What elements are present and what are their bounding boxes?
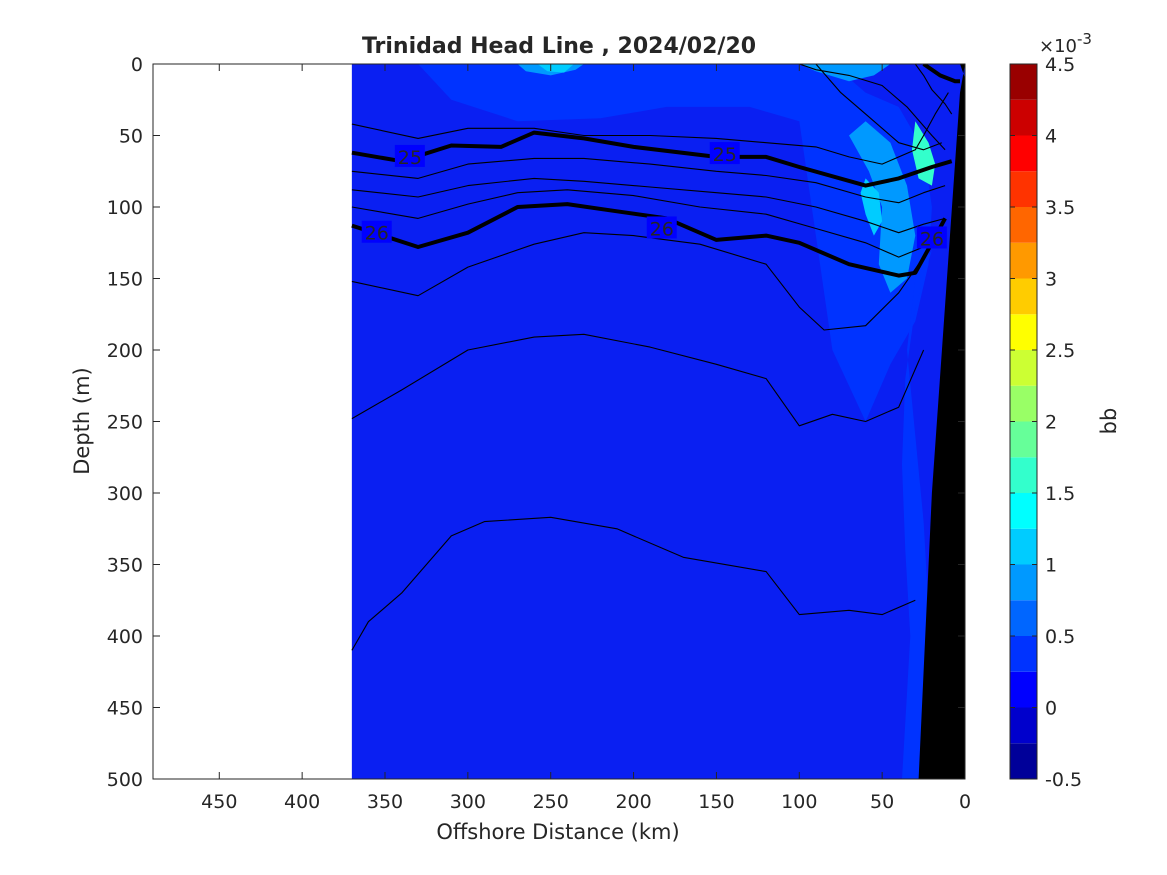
isopycnal-2	[351, 92, 949, 165]
seafloor-layer	[918, 64, 965, 779]
isopycnal-12	[922, 64, 960, 84]
isopycnal-9	[799, 64, 946, 151]
isopycnal-1	[351, 202, 947, 278]
x-tick-label-4: 250	[533, 791, 569, 813]
x-tick-label-7: 100	[781, 791, 817, 813]
contour-label-0-1: 25	[713, 144, 737, 166]
colorbar-band-10	[1010, 385, 1037, 422]
contour-layer	[351, 64, 960, 651]
y-tick-label-1: 50	[119, 126, 143, 148]
y-axis: 0 50 100 150 200 250 300 350 400 450 500	[107, 54, 965, 791]
contour-label-bg-1-2	[916, 226, 947, 249]
x-tick-label-3: 300	[450, 791, 486, 813]
seafloor	[918, 64, 965, 779]
contour-label-bg-1-1	[646, 216, 677, 239]
colorbar-tick-label-10: 4.5	[1045, 54, 1075, 76]
isopycnal-4	[351, 177, 946, 234]
colorbar-band-1	[1010, 707, 1037, 744]
y-tick-label-4: 200	[107, 340, 143, 362]
colorbar-tick-label-2: 0.5	[1045, 626, 1075, 648]
y-tick-label-7: 350	[107, 555, 143, 577]
field-patch-7	[537, 64, 574, 73]
colorbar-band-14	[1010, 242, 1037, 279]
y-tick-label-9: 450	[107, 698, 143, 720]
y-tick-label-3: 150	[107, 269, 143, 291]
colorbar-band-19	[1010, 64, 1037, 100]
contour-label-0-0: 25	[398, 147, 422, 169]
colorbar-band-2	[1010, 671, 1037, 708]
colorbar-band-11	[1010, 350, 1037, 386]
colorbar-band-13	[1010, 278, 1037, 315]
colorbar-band-12	[1010, 314, 1037, 350]
colorbar-tick-label-1: 0	[1045, 698, 1057, 720]
colorbar-band-8	[1010, 457, 1037, 493]
y-tick-label-6: 300	[107, 483, 143, 505]
colorbar-exponent: ×10-3	[1039, 30, 1092, 57]
isopycnal-8	[351, 516, 916, 651]
colorbar-band-7	[1010, 493, 1037, 529]
colorbar-band-5	[1010, 564, 1037, 601]
x-tick-label-6: 150	[698, 791, 734, 813]
x-tick-label-5: 200	[615, 791, 651, 813]
colorbar-band-6	[1010, 528, 1037, 565]
y-axis-label: Depth (m)	[70, 367, 94, 474]
colorbar-tick-label-4: 1.5	[1045, 483, 1075, 505]
colorbar-label: bb	[1097, 408, 1121, 435]
colorbar-tick-label-7: 3	[1045, 269, 1057, 291]
colorbar-tick-label-5: 2	[1045, 412, 1057, 434]
x-axis: 450 400 350 300 250 200 150 100 50 0	[201, 64, 971, 813]
colorbar-tick-label-3: 1	[1045, 555, 1057, 577]
contour-label-1-1: 26	[650, 218, 674, 240]
contour-label-bg-1-0	[361, 220, 392, 243]
colorbar-band-15	[1010, 207, 1037, 243]
field-patch-3	[799, 64, 891, 82]
isopycnal-10	[815, 64, 942, 151]
colorbar: -0.5 0 0.5 1 1.5 2 2.5 3 3.5 4 4.5	[1009, 54, 1082, 791]
contour-label-layer: 25 25 26 26 26	[361, 142, 947, 250]
x-axis-label: Offshore Distance (km)	[436, 820, 679, 844]
colorbar-band-16	[1010, 171, 1037, 207]
chart-title: Trinidad Head Line , 2024/02/20	[362, 34, 756, 59]
colorbar-band-4	[1010, 600, 1037, 636]
y-tick-label-10: 500	[107, 769, 143, 791]
isopycnal-0	[351, 130, 953, 188]
x-tick-label-9: 0	[959, 791, 971, 813]
colorbar-band-18	[1010, 99, 1037, 136]
x-tick-label-1: 400	[284, 791, 320, 813]
colorbar-band-3	[1010, 636, 1037, 672]
isopycnal-6	[351, 232, 920, 331]
contour-label-bg-0-1	[709, 142, 740, 165]
contour-label-1-2: 26	[920, 228, 944, 250]
y-tick-label-0: 0	[131, 54, 143, 76]
contour-label-bg-0-0	[394, 144, 425, 167]
y-tick-label-8: 400	[107, 626, 143, 648]
isopycnal-5	[351, 189, 924, 258]
isopycnal-11	[914, 64, 953, 115]
colorbar-band-0	[1010, 743, 1037, 779]
x-tick-label-2: 350	[367, 791, 403, 813]
y-tick-label-2: 100	[107, 197, 143, 219]
x-tick-label-0: 450	[201, 791, 237, 813]
colorbar-band-9	[1010, 421, 1037, 458]
colorbar-tick-label-6: 2.5	[1045, 340, 1075, 362]
y-tick-label-5: 250	[107, 412, 143, 434]
colorbar-band-17	[1010, 135, 1037, 172]
x-tick-label-8: 50	[870, 791, 894, 813]
field-patch-0	[351, 64, 932, 422]
isopycnal-3	[351, 157, 946, 204]
colorbar-tick-label-8: 3.5	[1045, 197, 1075, 219]
contour-label-1-0: 26	[365, 223, 389, 245]
field-patch-6	[860, 178, 883, 236]
field-patch-2	[849, 121, 916, 293]
colorbar-tick-label-0: -0.5	[1045, 769, 1082, 791]
isopycnal-7	[351, 333, 925, 427]
colorbar-tick-label-9: 4	[1045, 126, 1057, 148]
